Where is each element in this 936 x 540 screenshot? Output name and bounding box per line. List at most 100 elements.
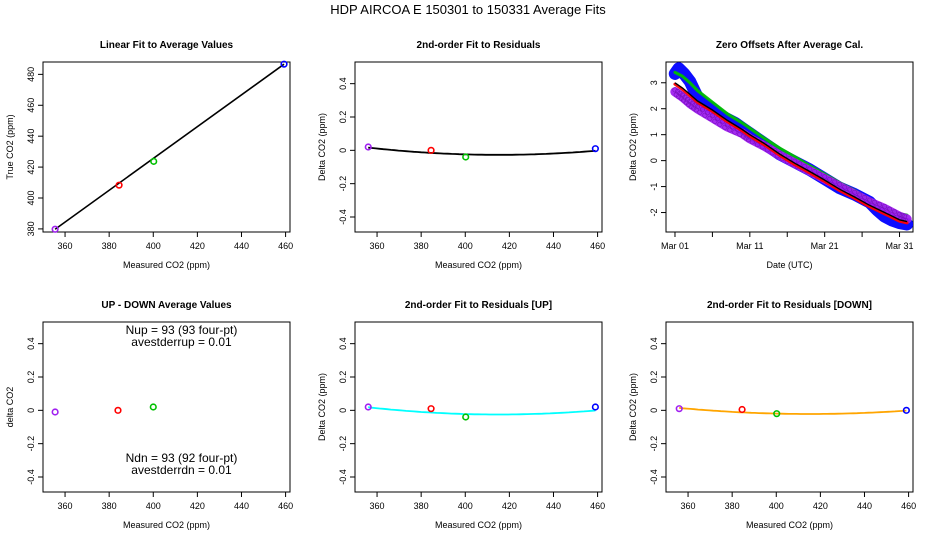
series-marker-purple xyxy=(842,184,848,190)
data-point-green xyxy=(462,413,470,421)
x-tick-label: 400 xyxy=(769,501,784,511)
x-tick-label: Mar 01 xyxy=(661,241,689,251)
series-marker-purple xyxy=(746,137,752,143)
series-marker-purple xyxy=(693,107,699,113)
data-point-blue xyxy=(591,403,599,411)
plot-area xyxy=(679,407,907,415)
data-point-green xyxy=(462,153,470,161)
data-point-purple xyxy=(675,405,683,413)
x-tick-label: 420 xyxy=(190,241,205,251)
series-marker-purple xyxy=(832,179,838,185)
data-point-blue xyxy=(591,145,599,153)
x-tick-label: 380 xyxy=(725,501,740,511)
data-point-blue xyxy=(280,60,288,68)
plot-area xyxy=(368,146,596,156)
y-tick-label: 0.4 xyxy=(338,77,348,90)
x-tick-label: 420 xyxy=(190,501,205,511)
y-tick-label: 0.4 xyxy=(26,337,36,350)
series-marker-purple xyxy=(694,104,700,110)
x-axis-label: Measured CO2 (ppm) xyxy=(746,520,833,530)
data-point-green xyxy=(773,410,781,418)
plot-frame xyxy=(354,321,603,493)
y-axis-label: delta CO2 xyxy=(5,387,15,428)
y-tick-label: -1 xyxy=(649,183,659,191)
panel-p2: 2nd-order Fit to Residuals Measured CO2 (… xyxy=(317,40,605,270)
fit-line xyxy=(54,63,285,230)
series-marker-purple xyxy=(882,204,888,210)
y-tick-label: -0.2 xyxy=(338,436,348,452)
series-marker-purple xyxy=(886,206,893,212)
panel-p5: 2nd-order Fit to Residuals [UP] Measured … xyxy=(317,300,605,530)
plot-area xyxy=(54,63,285,230)
y-tick-label: -0.2 xyxy=(26,436,36,452)
y-tick-label: 440 xyxy=(26,129,36,144)
data-point-purple xyxy=(364,403,372,411)
series-line-black xyxy=(674,82,908,223)
x-axis-label: Measured CO2 (ppm) xyxy=(123,260,210,270)
chart-title: UP - DOWN Average Values xyxy=(101,300,232,311)
y-tick-label: -0.4 xyxy=(26,469,36,485)
y-tick-label: 0.4 xyxy=(338,337,348,350)
y-axis-label: Delta CO2 (ppm) xyxy=(628,373,638,441)
x-tick-label: Mar 11 xyxy=(736,241,763,251)
y-tick-label: 0.4 xyxy=(649,337,659,350)
plot-frame xyxy=(42,61,291,233)
data-point-blue xyxy=(902,406,910,414)
y-axis-label: Delta CO2 (ppm) xyxy=(317,113,327,181)
x-tick-label: 400 xyxy=(458,241,473,251)
panel-p1: Linear Fit to Average Values Measured CO2… xyxy=(5,40,293,270)
series-marker-purple xyxy=(896,211,903,217)
series-marker-purple xyxy=(872,199,878,205)
panels: Linear Fit to Average Values Measured CO2… xyxy=(5,40,916,530)
x-tick-label: 460 xyxy=(901,501,916,511)
y-tick-label: 380 xyxy=(26,221,36,236)
y-axis-label: Delta CO2 (ppm) xyxy=(317,373,327,441)
plot-frame xyxy=(42,321,291,493)
plot-frame xyxy=(665,321,914,493)
x-tick-label: 440 xyxy=(857,501,872,511)
y-tick-label: 3 xyxy=(649,80,659,85)
data-point-green xyxy=(150,157,158,165)
chart-title: Zero Offsets After Average Cal. xyxy=(716,40,863,51)
series-marker-purple xyxy=(857,192,863,198)
x-tick-label: 380 xyxy=(102,501,117,511)
x-tick-label: 420 xyxy=(813,501,828,511)
series-marker-purple xyxy=(709,113,715,119)
fit-curve xyxy=(368,406,596,416)
chart-title: 2nd-order Fit to Residuals [UP] xyxy=(405,300,552,311)
series-marker-purple xyxy=(901,213,908,219)
x-tick-label: 380 xyxy=(414,501,429,511)
y-tick-label: -2 xyxy=(649,209,659,217)
y-axis-label: True CO2 (ppm) xyxy=(5,114,15,179)
series-marker-purple xyxy=(827,176,833,182)
series-marker-purple xyxy=(727,127,733,133)
x-tick-label: 420 xyxy=(502,241,517,251)
x-tick-label: 460 xyxy=(590,501,605,511)
fit-curve xyxy=(368,146,596,156)
y-tick-label: -0.4 xyxy=(649,469,659,485)
y-tick-label: 460 xyxy=(26,98,36,113)
series-marker-purple xyxy=(877,201,883,208)
figure-title: HDP AIRCOA E 150301 to 150331 Average Fi… xyxy=(330,2,606,17)
x-tick-label: Mar 21 xyxy=(811,241,839,251)
y-tick-label: 0.2 xyxy=(26,371,36,384)
y-tick-label: 420 xyxy=(26,160,36,175)
y-tick-label: 400 xyxy=(26,190,36,205)
annotation-text: avestderrup = 0.01 xyxy=(131,335,232,349)
chart-title: 2nd-order Fit to Residuals xyxy=(417,40,541,51)
series-marker-purple xyxy=(847,187,853,193)
series-marker-purple xyxy=(732,129,738,135)
series-marker-purple xyxy=(852,189,858,195)
series-marker-purple xyxy=(899,212,905,218)
y-tick-label: -0.2 xyxy=(338,176,348,192)
x-tick-label: 460 xyxy=(278,501,293,511)
series-marker-purple xyxy=(699,107,705,113)
x-axis-label: Date (UTC) xyxy=(766,260,812,270)
x-tick-label: 420 xyxy=(502,501,517,511)
chart-title: Linear Fit to Average Values xyxy=(100,40,234,51)
x-tick-label: 460 xyxy=(590,241,605,251)
series-marker-purple xyxy=(817,171,823,177)
annotation-text: Nup = 93 (93 four-pt) xyxy=(126,323,238,337)
y-tick-label: 0 xyxy=(338,408,348,413)
panel-p6: 2nd-order Fit to Residuals [DOWN] Measure… xyxy=(628,300,916,530)
